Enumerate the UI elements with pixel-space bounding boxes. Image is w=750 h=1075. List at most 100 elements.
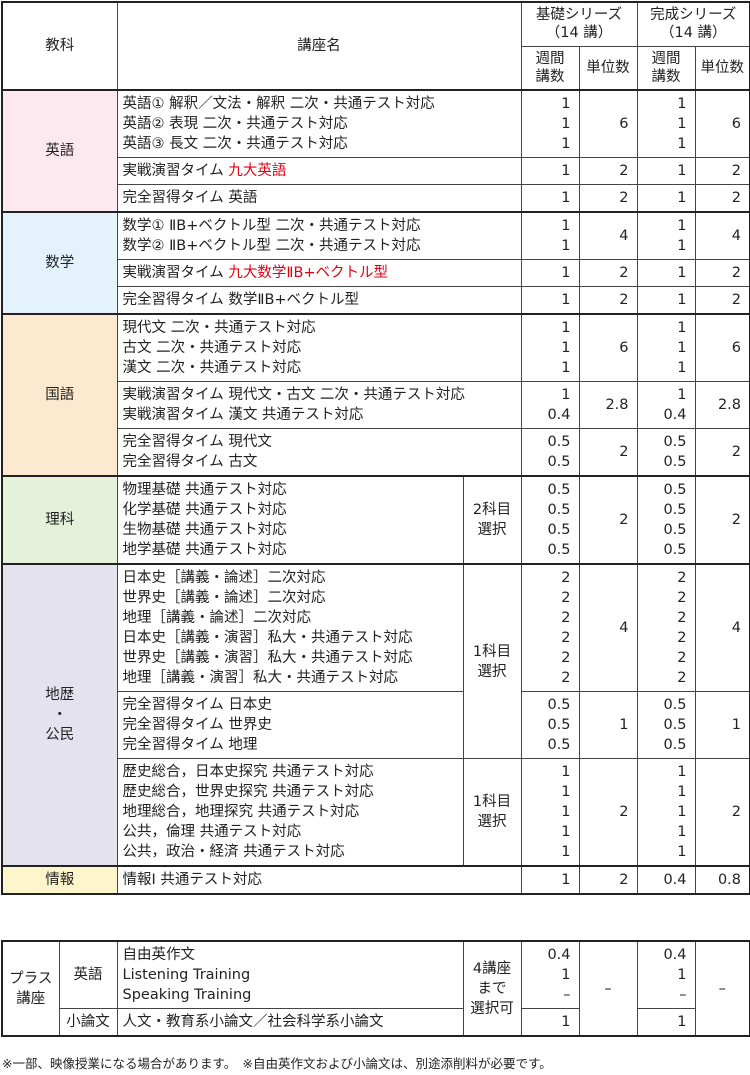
course-name-text: 数学② ⅡB+ベクトル型 二次・共通テスト対応 (122, 238, 421, 254)
course-name: 英語② 表現 二次・共通テスト対応 (123, 114, 516, 134)
weekly-count: 1 (561, 1014, 571, 1030)
weekly-count: 1 (561, 360, 571, 376)
subject-cell: 国語 (1, 313, 118, 477)
course-name: 歴史総合，日本史探究 共通テスト対応 (123, 762, 458, 782)
plus-label-line: プラス (9, 970, 53, 987)
course-name: 漢文 二次・共通テスト対応 (123, 358, 516, 378)
weekly-count: 1 (677, 387, 687, 403)
course-name: 実戦演習タイム 九大英語 (123, 161, 516, 181)
weekly-count: 1 (561, 967, 571, 983)
selection-note: 2科目 選択 (462, 475, 522, 565)
header-kiso-series: 基礎シリーズ （14 講） (520, 1, 638, 47)
kiso-weekly: 1 0.4 (520, 381, 580, 429)
kansei-units: 4 (694, 563, 750, 692)
course-name: 古文 二次・共通テスト対応 (123, 338, 516, 358)
course-name: 完全習得タイム 世界史 (123, 715, 458, 735)
weekly-count: 2 (561, 570, 571, 586)
weekly-count: 1 (561, 96, 571, 112)
course-name-text: 実戦演習タイム (122, 163, 229, 179)
selection-note: 1科目選択 (462, 758, 522, 867)
subject-cell: 英語 (1, 89, 118, 213)
course-name-text: 完全習得タイム 世界史 (122, 717, 272, 733)
course-name: 完全習得タイム 地理 (123, 735, 458, 755)
course-name: 地理総合，地理探究 共通テスト対応 (123, 802, 458, 822)
table-row: 完全習得タイム 現代文 完全習得タイム 古文 0.5 0.5 2 0.5 0.5 2 (2, 428, 750, 477)
kansei-weekly: 1 (636, 286, 696, 315)
weekly-count: 0.5 (663, 482, 687, 498)
header-course: 講座名 (116, 1, 522, 91)
kansei-units: – (694, 940, 750, 1037)
course-name: 完全習得タイム 英語 (123, 188, 516, 208)
weekly-count: 1 (561, 804, 571, 820)
kansei-units: 2 (694, 157, 750, 185)
selection-note-line: 選択 (477, 814, 507, 830)
weekly-count: 1 (677, 265, 687, 281)
header-weekly-line: 講数 (535, 68, 565, 85)
kiso-weekly: 1 (520, 865, 580, 895)
kansei-weekly: 1 1 1 1 1 (636, 758, 696, 867)
weekly-count: 0.4 (663, 947, 687, 963)
course-name: 実戦演習タイム 九大数学ⅡB+ベクトル型 (123, 263, 516, 283)
weekly-count: 1 (561, 116, 571, 132)
kiso-units: 2 (578, 157, 638, 185)
selection-note: 1科目 選択 (462, 563, 522, 759)
course-name: 完全習得タイム 数学ⅡB+ベクトル型 (123, 290, 516, 310)
weekly-count: 1 (561, 136, 571, 152)
selection-note-line: 1科目 (472, 794, 512, 810)
weekly-count: 0.4 (547, 407, 571, 423)
table-row: 小論文 人文・教育系小論文／社会科学系小論文 1 1 (2, 1008, 750, 1037)
header-subject: 教科 (1, 1, 118, 91)
table-row: 実戦演習タイム 九大英語 1 2 1 2 (2, 157, 750, 185)
kiso-units: 6 (578, 89, 638, 158)
table-row: 実戦演習タイム 現代文・古文 二次・共通テスト対応 実戦演習タイム 漢文 共通テス… (2, 381, 750, 429)
course-name: 地学基礎 共通テスト対応 (123, 540, 458, 560)
weekly-count: 0.5 (663, 454, 687, 470)
weekly-count: 1 (561, 784, 571, 800)
course-name-text: 完全習得タイム 古文 (122, 454, 258, 470)
course-name-highlight: 九大英語 (228, 163, 287, 179)
selection-note-line: 選択 (477, 522, 507, 538)
subject-cell: 情報 (1, 865, 118, 895)
course-name: 公共，政治・経済 共通テスト対応 (123, 842, 458, 862)
kiso-units: 2.8 (578, 381, 638, 429)
kansei-weekly: 1 1 1 (636, 313, 696, 382)
course-name-text: 地理総合，地理探究 共通テスト対応 (122, 804, 360, 820)
kansei-units: 0.8 (694, 865, 750, 895)
course-name-text: 生物基礎 共通テスト対応 (122, 522, 287, 538)
course-name: 人文・教育系小論文／社会科学系小論文 (122, 1014, 384, 1030)
weekly-count: 0.4 (663, 407, 687, 423)
subject-cell: 数学 (1, 211, 118, 315)
header-kansei-title: 完成シリーズ (650, 7, 737, 24)
course-name-text: 情報Ⅰ 共通テスト対応 (122, 872, 262, 888)
table-row: 理科 物理基礎 共通テスト対応 化学基礎 共通テスト対応 生物基礎 共通テスト対応 地学… (1, 475, 750, 565)
kansei-units: 6 (694, 89, 750, 158)
course-names: 完全習得タイム 現代文 完全習得タイム 古文 (116, 428, 522, 477)
course-name-text: 公共，政治・経済 共通テスト対応 (122, 844, 345, 860)
course-names: 実戦演習タイム 九大英語 (116, 157, 522, 185)
plus-label-line: 講座 (16, 990, 46, 1007)
kiso-units: 2 (578, 286, 638, 315)
header-kansei-count: （14 講） (659, 25, 727, 42)
kiso-weekly: 1 1 1 (520, 313, 580, 382)
kansei-weekly: 1 0.4 (636, 381, 696, 429)
subject-label: 理科 (45, 512, 75, 528)
kansei-weekly: 1 1 1 (636, 89, 696, 158)
kiso-units: 2 (578, 428, 638, 477)
weekly-count: 1 (677, 292, 687, 308)
course-names: 実戦演習タイム 現代文・古文 二次・共通テスト対応 実戦演習タイム 漢文 共通テス… (116, 381, 522, 429)
kansei-units: 1 (694, 691, 750, 759)
weekly-count: 1 (677, 340, 687, 356)
weekly-count: 0.5 (547, 502, 571, 518)
subject-cell: 英語 (58, 940, 118, 1009)
kiso-units: 2 (578, 865, 638, 895)
table-row: 完全習得タイム 日本史 完全習得タイム 世界史 完全習得タイム 地理 0.5 0.5 0.… (2, 691, 750, 759)
weekly-count: 0.4 (547, 947, 571, 963)
kansei-units: 2 (694, 286, 750, 315)
subject-label: 公民 (45, 727, 75, 743)
course-name: 自由英作文 (122, 947, 196, 963)
kiso-units: 2 (578, 184, 638, 213)
header-kansei-series: 完成シリーズ （14 講） (636, 1, 750, 47)
course-name-text: 公共，倫理 共通テスト対応 (122, 824, 302, 840)
kiso-units: 6 (578, 313, 638, 382)
weekly-count: – (679, 987, 687, 1003)
